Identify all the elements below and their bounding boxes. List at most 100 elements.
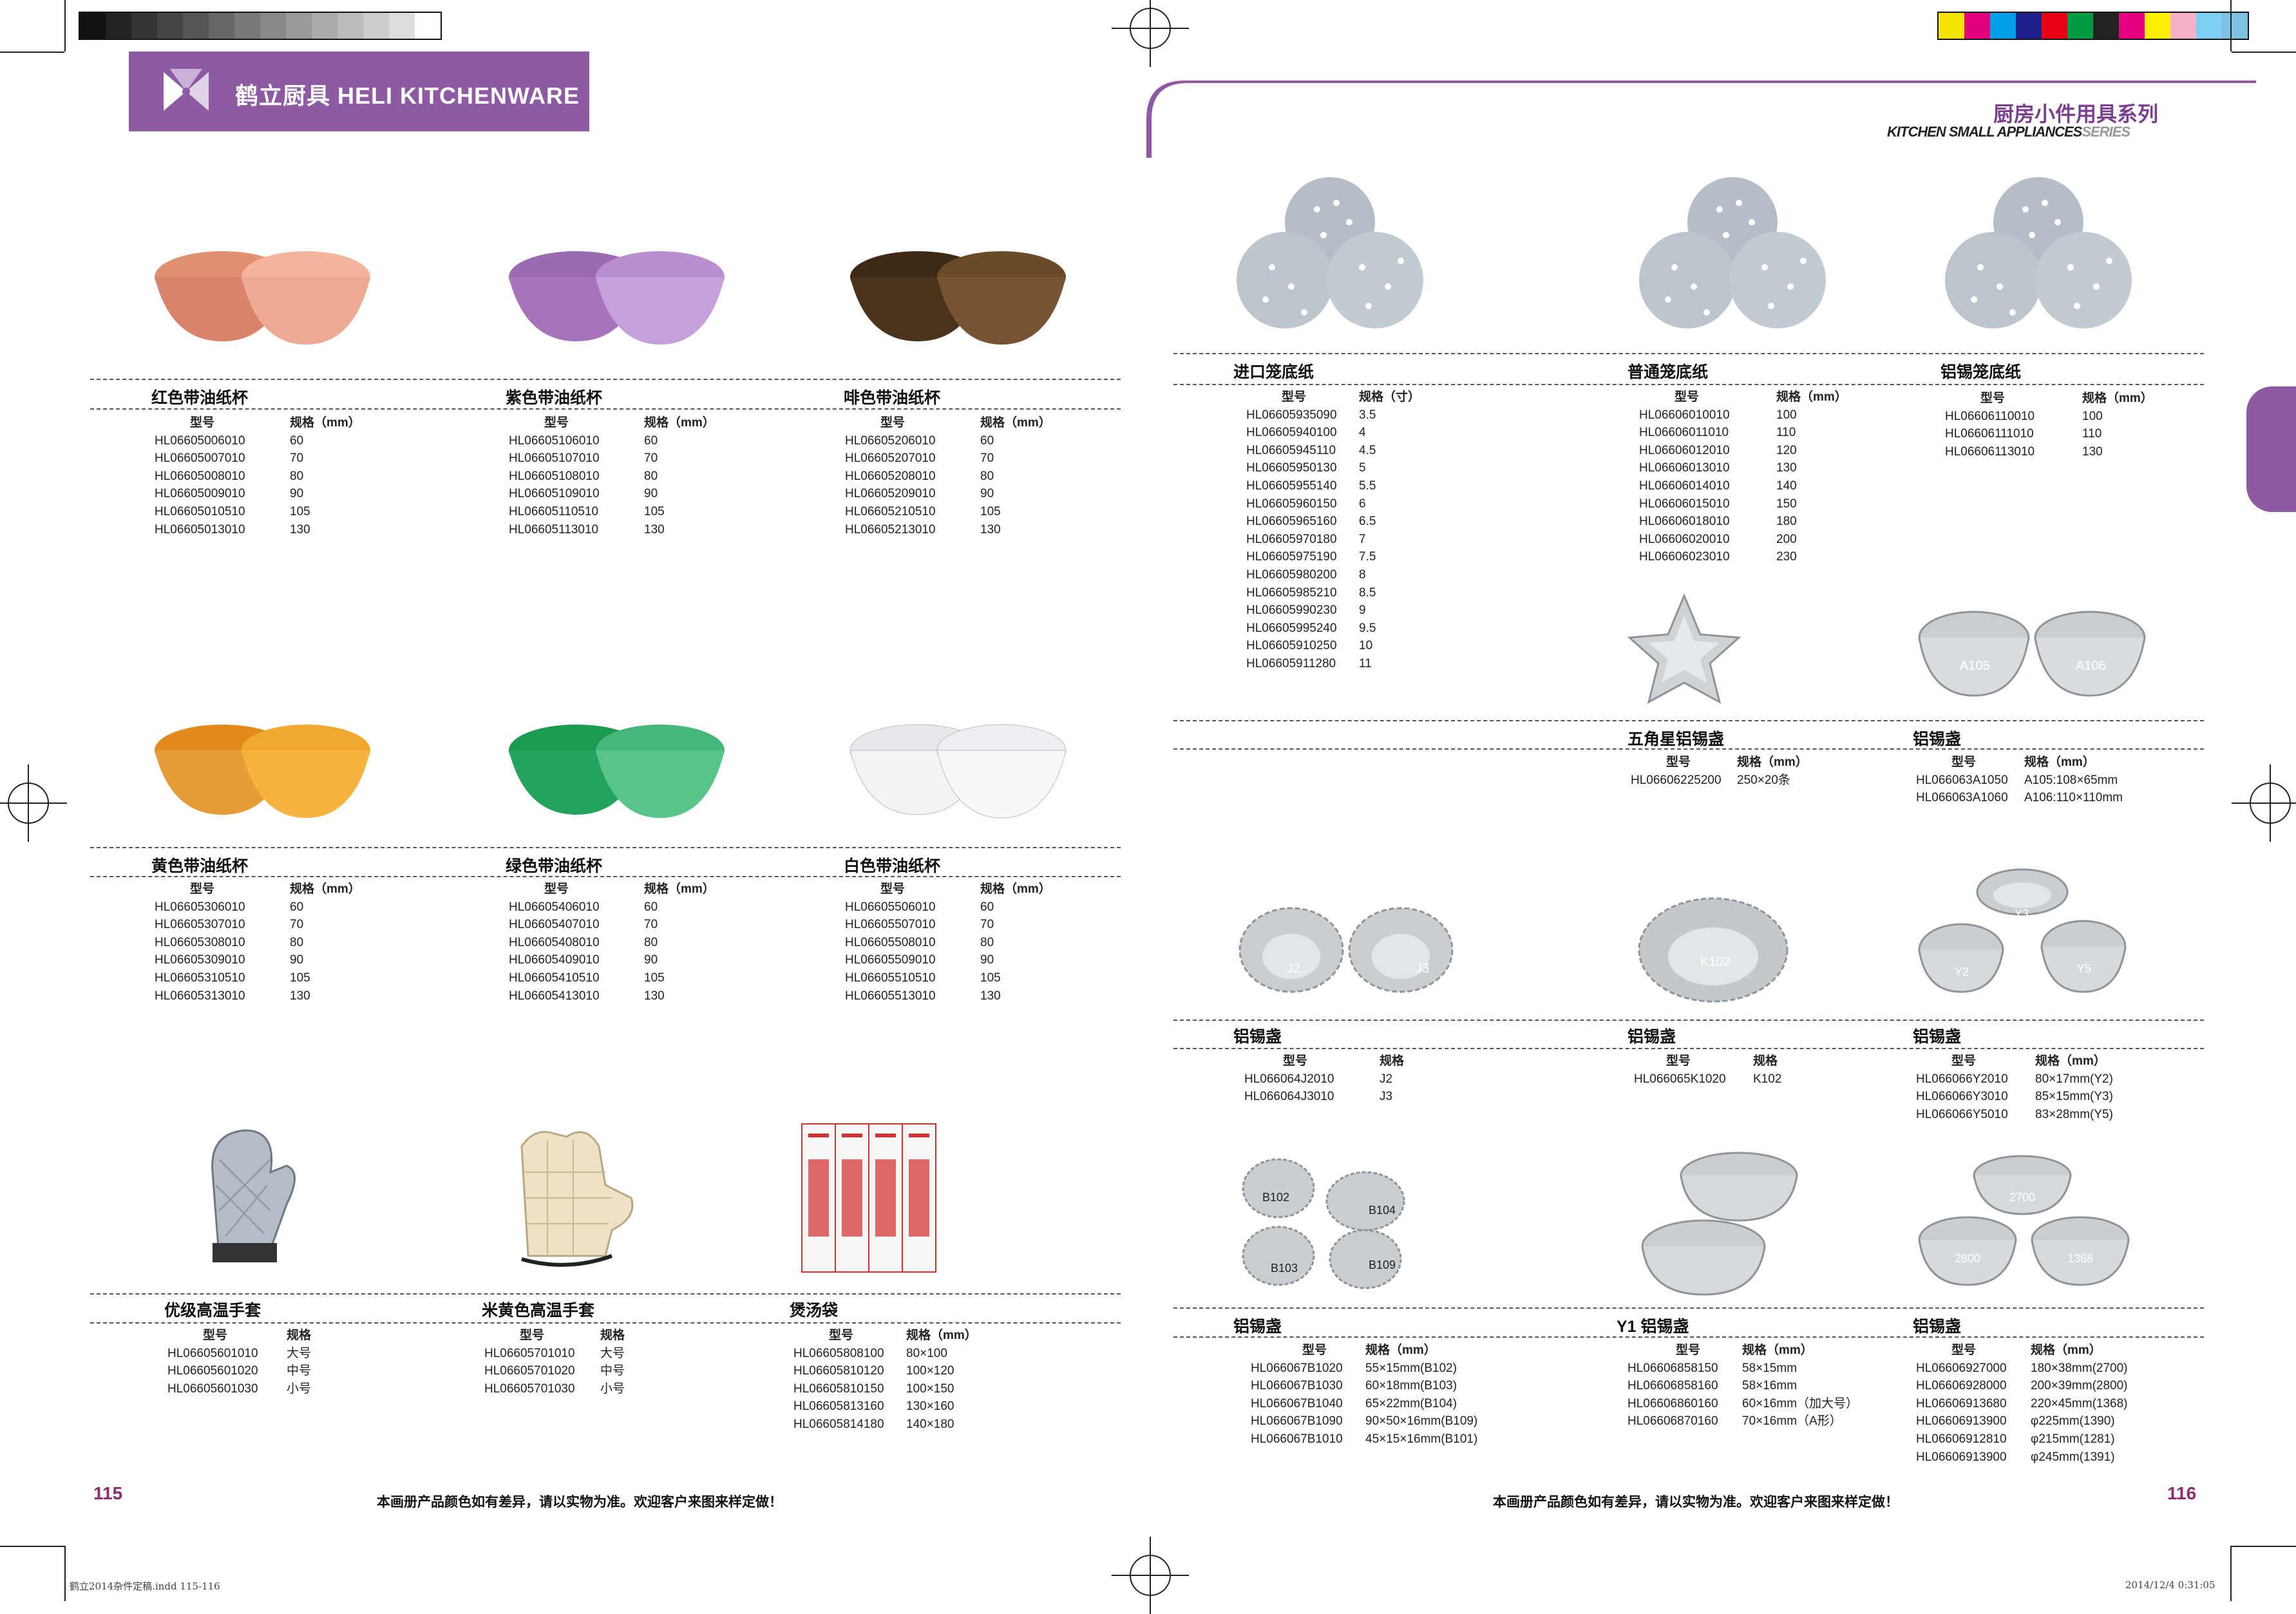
series-subtitle: KITCHEN SMALL APPLIANCESSERIES <box>1887 124 2130 140</box>
spec-value: 70 <box>980 918 994 932</box>
model-number: HL06605013010 <box>155 522 245 536</box>
column-header-model: 型号 <box>1675 390 1700 404</box>
model-number: HL06605601020 <box>167 1364 258 1378</box>
table-header: 型号 规格（mm） <box>509 414 715 432</box>
column-header-spec: 规格（寸） <box>1359 390 1421 404</box>
spec-value: 小号 <box>600 1381 625 1396</box>
divider <box>1173 1307 2204 1309</box>
spec-value: 70 <box>644 918 658 932</box>
page-number-right: 116 <box>2167 1483 2197 1503</box>
table-row: HL06605408010 80 <box>509 934 715 952</box>
soup-bag-image <box>801 1123 936 1273</box>
model-number: HL06606928000 <box>1916 1379 2007 1393</box>
table-row: HL06606015010 150 <box>1639 495 1847 513</box>
brand-header: 鹤立厨具 HELI KITCHENWARE <box>129 52 589 131</box>
spec-value: 130 <box>2082 444 2103 459</box>
section-title: 米黄色高温手套 <box>482 1302 595 1320</box>
spec-value: 83×28mm(Y5) <box>2035 1107 2113 1121</box>
table-row: HL066067B1010 45×15×16mm(B101) <box>1251 1430 1477 1448</box>
spec-table: 型号 规格 HL06605601010 大号 HL06605601020 中号 HL0660… <box>167 1327 311 1398</box>
spec-value: 230 <box>1776 550 1797 564</box>
spec-value: 90 <box>290 487 304 501</box>
column-header-model: 型号 <box>1951 1054 1977 1068</box>
model-number: HL06606010010 <box>1639 408 1730 422</box>
table-row: HL06606012010 120 <box>1639 442 1847 460</box>
crop-mark <box>2232 52 2296 53</box>
model-number: HL06606015010 <box>1639 497 1730 511</box>
section-title: 啡色带油纸杯 <box>844 389 941 407</box>
table-row: HL06605108010 80 <box>509 468 715 486</box>
table-row: HL06605110510 105 <box>509 503 715 521</box>
column-header-spec: 规格（mm） <box>1365 1343 1436 1357</box>
table-row: HL066066Y3010 85×15mm(Y3) <box>1916 1088 2113 1106</box>
spec-value: 58×16mm <box>1742 1379 1798 1393</box>
spec-table: 型号 规格（mm） HL06605808100 80×100 HL06605810120… <box>793 1327 977 1434</box>
table-row: HL06605810120 100×120 <box>793 1362 977 1380</box>
spec-table: 型号 规格（mm） HL06606858150 58×15mm HL0660685816… <box>1627 1342 1858 1430</box>
column-header-model: 型号 <box>1676 1343 1701 1357</box>
green-cup-image <box>509 725 725 818</box>
model-number: HL066066Y5010 <box>1916 1107 2008 1121</box>
model-number: HL06605313010 <box>155 989 245 1003</box>
table-header: 型号 规格（mm） <box>1251 1342 1477 1360</box>
model-number: HL06605970180 <box>1246 532 1337 546</box>
model-number: HL06606110010 <box>1945 409 2035 423</box>
spec-value: 60 <box>980 433 994 448</box>
table-row: HL06606113010 130 <box>1945 443 2153 461</box>
model-number: HL06605107010 <box>509 451 600 466</box>
spec-value: 8.5 <box>1359 585 1376 600</box>
model-number: HL06605010510 <box>155 504 245 518</box>
spec-value: 60×16mm（加大号） <box>1742 1396 1859 1410</box>
model-number: HL06605409010 <box>509 953 600 967</box>
model-number: HL06605814180 <box>793 1417 884 1431</box>
section-title: 红色带油纸杯 <box>151 389 249 407</box>
tray-label: K102 <box>1700 955 1731 969</box>
spec-value: 小号 <box>287 1381 312 1396</box>
table-row: HL06605510510 105 <box>845 969 1051 987</box>
divider <box>90 408 1121 410</box>
table-row: HL06606010010 100 <box>1639 406 1847 424</box>
registration-mark-left <box>0 764 67 842</box>
spec-value: 130 <box>980 522 1001 536</box>
spec-table: 型号 规格（mm） HL06605506010 60 HL06605507010 70 HL… <box>845 880 1051 1005</box>
white-cup-image <box>849 724 1067 819</box>
model-number: HL06605509010 <box>845 953 936 967</box>
divider <box>90 847 1121 848</box>
column-header-model: 型号 <box>1951 755 1977 769</box>
spec-value: 58×15mm <box>1742 1361 1798 1375</box>
table-row: HL06605975190 7.5 <box>1246 548 1420 566</box>
model-number: HL06605810120 <box>793 1364 884 1378</box>
divider <box>90 1293 1121 1295</box>
spec-value: 9.5 <box>1359 621 1376 635</box>
model-number: HL06605407010 <box>509 918 600 932</box>
column-header-model: 型号 <box>829 1329 854 1342</box>
spec-value: 中号 <box>287 1364 312 1378</box>
column-header-model: 型号 <box>520 1329 545 1342</box>
spec-value: 9 <box>1359 603 1366 618</box>
beige-glove-image <box>520 1131 634 1267</box>
spec-value: 7.5 <box>1359 550 1376 564</box>
table-row: HL06606928000 200×39mm(2800) <box>1916 1377 2128 1395</box>
tray-label: Y3 <box>2015 907 2029 920</box>
spec-value: 250×20条 <box>1737 773 1790 787</box>
model-number: HL06606113010 <box>1945 444 2035 459</box>
table-row: HL06605506010 60 <box>845 898 1051 916</box>
crop-mark <box>64 1546 66 1601</box>
table-row: HL06605509010 90 <box>845 951 1051 969</box>
tray-label: Y5 <box>2077 962 2091 975</box>
table-row: HL066067B1090 90×50×16mm(B109) <box>1251 1412 1477 1430</box>
spec-table: 型号 规格（mm） HL06605306010 60 HL06605307010 70 HL… <box>155 880 361 1005</box>
spec-table: 型号 规格（mm） HL06605406010 60 HL06605407010 70 HL… <box>509 880 715 1005</box>
spec-value: A106:110×110mm <box>2024 791 2123 805</box>
model-number: HL06606023010 <box>1639 550 1730 564</box>
spec-value: 65×22mm(B104) <box>1365 1396 1457 1410</box>
column-header-model: 型号 <box>880 416 906 430</box>
spec-table: 型号 规格（mm） HL06605106010 60 HL06605107010 70 HL… <box>509 414 715 538</box>
table-row: HL06605814180 140×180 <box>793 1416 977 1434</box>
table-row: HL06605008010 80 <box>155 468 361 486</box>
table-row: HL06605955140 5.5 <box>1246 477 1420 495</box>
spec-value: 130 <box>980 989 1001 1003</box>
spec-value: 60 <box>644 900 658 914</box>
model-number: HL06605106010 <box>509 433 600 448</box>
model-number: HL066067B1030 <box>1251 1379 1343 1393</box>
